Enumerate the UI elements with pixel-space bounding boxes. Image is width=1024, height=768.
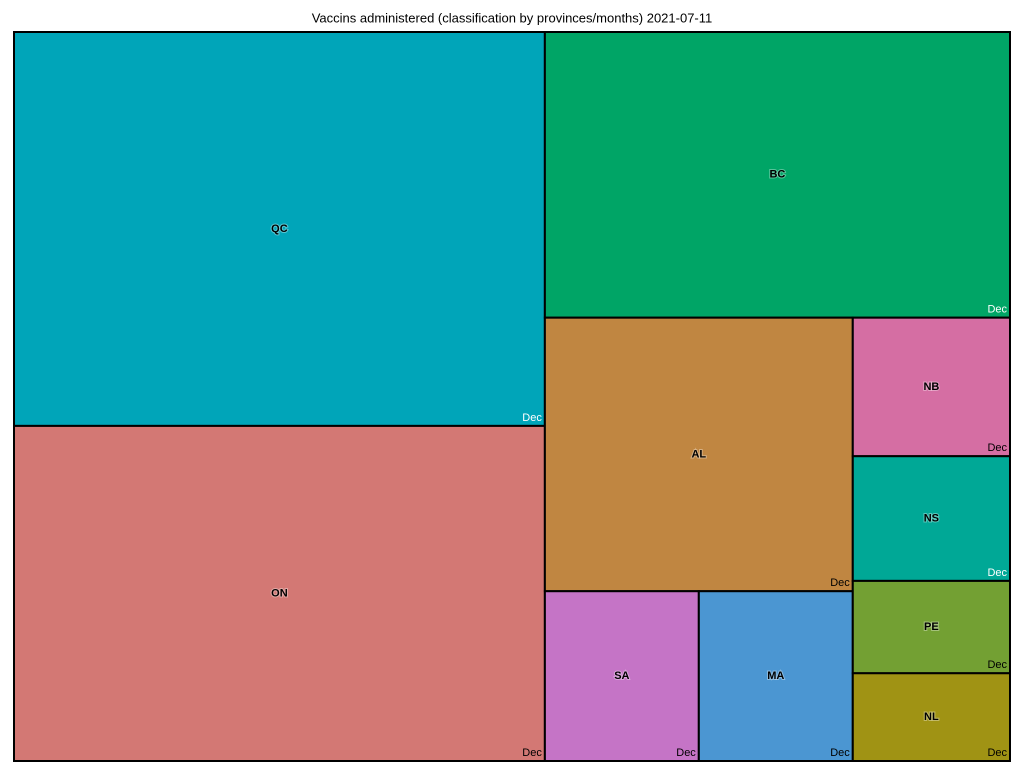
tile-sublabel: Dec xyxy=(987,659,1007,671)
tile-sublabel: Dec xyxy=(676,747,696,759)
tile-label: NB xyxy=(923,381,939,393)
tile-label: BC xyxy=(769,169,785,181)
tile-sublabel: Dec xyxy=(987,304,1007,316)
tile-sublabel: Dec xyxy=(987,567,1007,579)
tile xyxy=(697,590,854,762)
tile-sublabel: Dec xyxy=(830,747,850,759)
tile-label: NS xyxy=(924,512,939,524)
tile-sublabel: Dec xyxy=(522,747,542,759)
tile-label: PE xyxy=(924,621,939,633)
tile-label: MA xyxy=(767,670,784,682)
tile xyxy=(543,31,1011,319)
tile xyxy=(543,316,854,593)
tile xyxy=(543,590,700,762)
tile xyxy=(851,672,1011,762)
tile-label: AL xyxy=(691,448,706,460)
tile-label: ON xyxy=(271,587,288,599)
tile-sublabel: Dec xyxy=(987,442,1007,454)
tile-sublabel: Dec xyxy=(987,747,1007,759)
tile-label: QC xyxy=(271,223,288,235)
tile xyxy=(13,424,546,762)
chart-title: Vaccins administered (classification by … xyxy=(312,10,713,25)
tile-label: SA xyxy=(614,670,629,682)
tile-label: NL xyxy=(924,711,939,723)
tile xyxy=(851,455,1011,582)
tile xyxy=(13,31,546,427)
tile-sublabel: Dec xyxy=(522,412,542,424)
tile-sublabel: Dec xyxy=(830,577,850,589)
